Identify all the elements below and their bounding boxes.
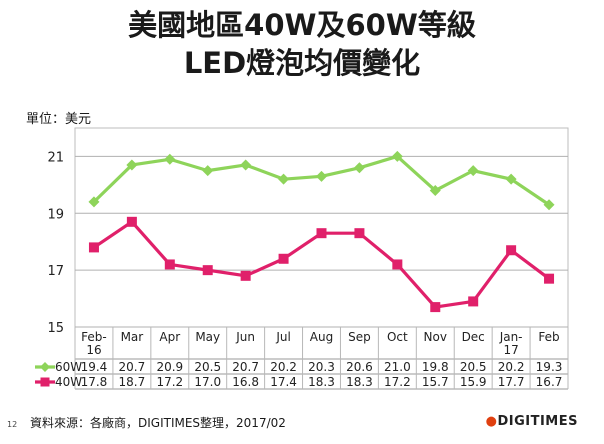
data-label-40W: 18.3 <box>346 375 373 389</box>
data-label-60W: 20.5 <box>460 360 487 374</box>
data-label-60W: 20.6 <box>346 360 373 374</box>
y-tick-label: 17 <box>47 264 64 279</box>
digitimes-logo: ●DIGITIMES <box>485 414 578 429</box>
x-tick-label: Oct <box>387 330 408 344</box>
data-label-40W: 18.7 <box>119 375 146 389</box>
x-tick-label: Jul <box>275 330 290 344</box>
point-60W <box>505 173 517 185</box>
data-label-40W: 17.7 <box>498 375 525 389</box>
point-40W <box>316 228 327 239</box>
chart-title-line-2: LED燈泡均價變化 <box>183 46 421 80</box>
x-tick-label: Dec <box>462 330 485 344</box>
data-label-60W: 20.2 <box>498 360 525 374</box>
point-60W <box>164 153 176 165</box>
point-40W <box>468 296 479 307</box>
y-tick-label: 21 <box>47 150 64 165</box>
point-60W <box>353 162 365 174</box>
point-40W <box>506 245 517 256</box>
point-40W <box>392 259 403 270</box>
point-60W <box>543 199 555 211</box>
data-label-40W: 17.0 <box>194 375 221 389</box>
data-label-60W: 19.8 <box>422 360 449 374</box>
data-label-60W: 19.3 <box>536 360 563 374</box>
legend-marker-60W <box>40 362 50 372</box>
x-tick-label: Mar <box>121 330 144 344</box>
line-chart: 15 17 19 21 Feb-16 Mar Apr May Jun Jul Aug Sep Oct No… <box>35 127 569 390</box>
y-tick-label: 15 <box>47 321 64 336</box>
data-label-40W: 17.2 <box>384 375 411 389</box>
x-tick-label: May <box>195 330 220 344</box>
data-label-40W: 16.8 <box>232 375 259 389</box>
x-tick-label: Nov <box>424 330 447 344</box>
x-tick-label: Aug <box>310 330 333 344</box>
point-40W <box>430 302 441 313</box>
x-tick-label: Apr <box>159 330 180 344</box>
data-label-60W: 21.0 <box>384 360 411 374</box>
chart-title-line-1: 美國地區40W及60W等級 <box>128 8 476 42</box>
point-60W <box>240 159 252 171</box>
point-60W <box>391 150 403 162</box>
x-tick-label: Jan- <box>499 330 523 344</box>
data-label-60W: 20.3 <box>308 360 335 374</box>
x-tick-label: 17 <box>503 343 518 357</box>
point-60W <box>126 159 138 171</box>
data-label-60W: 20.2 <box>270 360 297 374</box>
point-40W <box>88 242 99 253</box>
point-40W <box>278 253 289 264</box>
x-tick-label: Feb <box>538 330 559 344</box>
data-label-60W: 20.9 <box>156 360 183 374</box>
point-60W <box>278 173 290 185</box>
data-label-40W: 17.4 <box>270 375 297 389</box>
y-tick-label: 19 <box>47 207 64 222</box>
data-label-60W: 20.7 <box>119 360 146 374</box>
source-note: 資料來源：各廠商，DIGITIMES整理，2017/02 <box>30 416 286 430</box>
legend-label-60W: 60W <box>55 360 82 374</box>
point-40W <box>164 259 175 270</box>
point-60W <box>429 185 441 197</box>
data-label-60W: 19.4 <box>81 360 108 374</box>
x-tick-label: Jun <box>235 330 255 344</box>
page-number: 12 <box>7 420 18 429</box>
data-label-60W: 20.5 <box>194 360 221 374</box>
legend-marker-40W <box>40 377 50 387</box>
logo-text: DIGITIMES <box>497 414 578 429</box>
point-40W <box>544 273 555 284</box>
data-label-60W: 20.7 <box>232 360 259 374</box>
plot-frame <box>74 127 569 328</box>
x-tick-label: Feb- <box>81 330 107 344</box>
data-label-40W: 18.3 <box>308 375 335 389</box>
data-label-40W: 17.8 <box>81 375 108 389</box>
point-40W <box>126 216 137 227</box>
data-label-40W: 15.9 <box>460 375 487 389</box>
legend-label-40W: 40W <box>55 375 82 389</box>
point-60W <box>202 165 214 177</box>
data-label-40W: 17.2 <box>156 375 183 389</box>
point-60W <box>467 165 479 177</box>
point-40W <box>202 265 213 276</box>
data-label-40W: 16.7 <box>536 375 563 389</box>
point-40W <box>354 228 365 239</box>
x-tick-label: Sep <box>348 330 371 344</box>
x-tick-label: 16 <box>86 343 101 357</box>
unit-label: 單位：美元 <box>26 112 92 127</box>
point-60W <box>316 170 327 182</box>
data-label-40W: 15.7 <box>422 375 449 389</box>
point-60W <box>88 196 100 208</box>
point-40W <box>240 270 251 281</box>
